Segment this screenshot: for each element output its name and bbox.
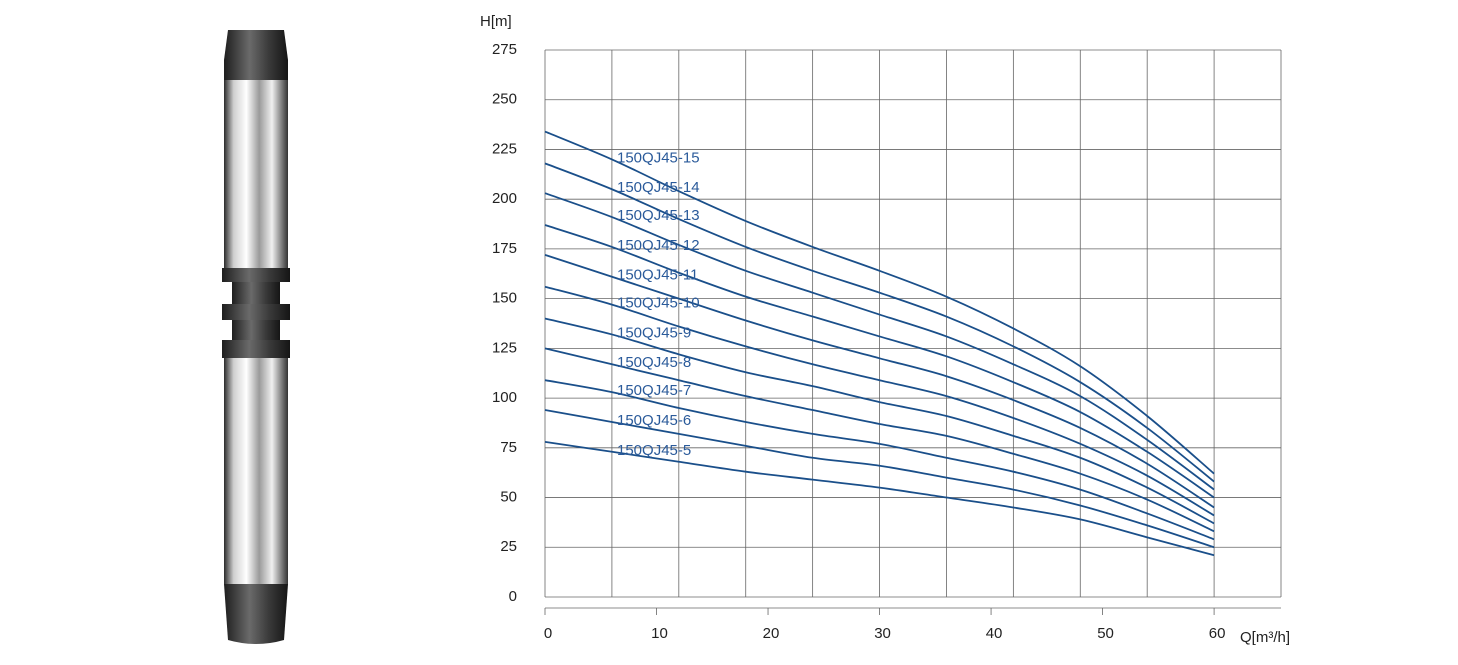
series-label: 150QJ45-5 <box>617 442 691 459</box>
y-tick-label: 150 <box>492 290 517 307</box>
curve <box>544 409 1215 549</box>
series-label: 150QJ45-10 <box>617 295 700 312</box>
series-label: 150QJ45-13 <box>617 207 700 224</box>
curve <box>544 254 1215 509</box>
curve <box>544 379 1215 541</box>
x-tick-label: 30 <box>874 625 891 642</box>
y-tick-label: 25 <box>500 538 517 555</box>
series-label: 150QJ45-14 <box>617 179 700 196</box>
curve <box>544 347 1215 533</box>
curve <box>544 162 1215 483</box>
x-tick-label: 50 <box>1097 625 1114 642</box>
series-label: 150QJ45-7 <box>617 382 691 399</box>
y-tick-label: 250 <box>492 91 517 108</box>
pump-image <box>222 30 290 644</box>
x-tick-label: 60 <box>1209 625 1226 642</box>
y-tick-label: 125 <box>492 339 517 356</box>
series-label: 150QJ45-15 <box>617 149 700 166</box>
x-axis-label: Q[m³/h] <box>1240 629 1290 646</box>
curve <box>544 440 1215 557</box>
y-tick-label: 275 <box>492 41 517 58</box>
series-label: 150QJ45-12 <box>617 237 700 254</box>
curve <box>544 317 1215 525</box>
y-axis-label: H[m] <box>480 13 512 30</box>
x-tick-label: 10 <box>651 625 668 642</box>
y-tick-label: 50 <box>500 489 517 506</box>
y-tick-label: 225 <box>492 140 517 157</box>
y-tick-label: 75 <box>500 439 517 456</box>
y-tick-label: 175 <box>492 240 517 257</box>
series-label: 150QJ45-9 <box>617 324 691 341</box>
curve <box>544 224 1215 499</box>
y-tick-label: 100 <box>492 389 517 406</box>
curve <box>544 130 1215 475</box>
x-tick-label: 40 <box>986 625 1003 642</box>
curve <box>544 285 1215 517</box>
series-label: 150QJ45-6 <box>617 412 691 429</box>
x-tick-label: 20 <box>763 625 780 642</box>
y-tick-label: 200 <box>492 190 517 207</box>
series-label: 150QJ45-8 <box>617 354 691 371</box>
y-tick-label: 0 <box>509 588 517 605</box>
series-label: 150QJ45-11 <box>617 267 698 284</box>
curve <box>544 192 1215 491</box>
x-tick-label: 0 <box>544 625 552 642</box>
